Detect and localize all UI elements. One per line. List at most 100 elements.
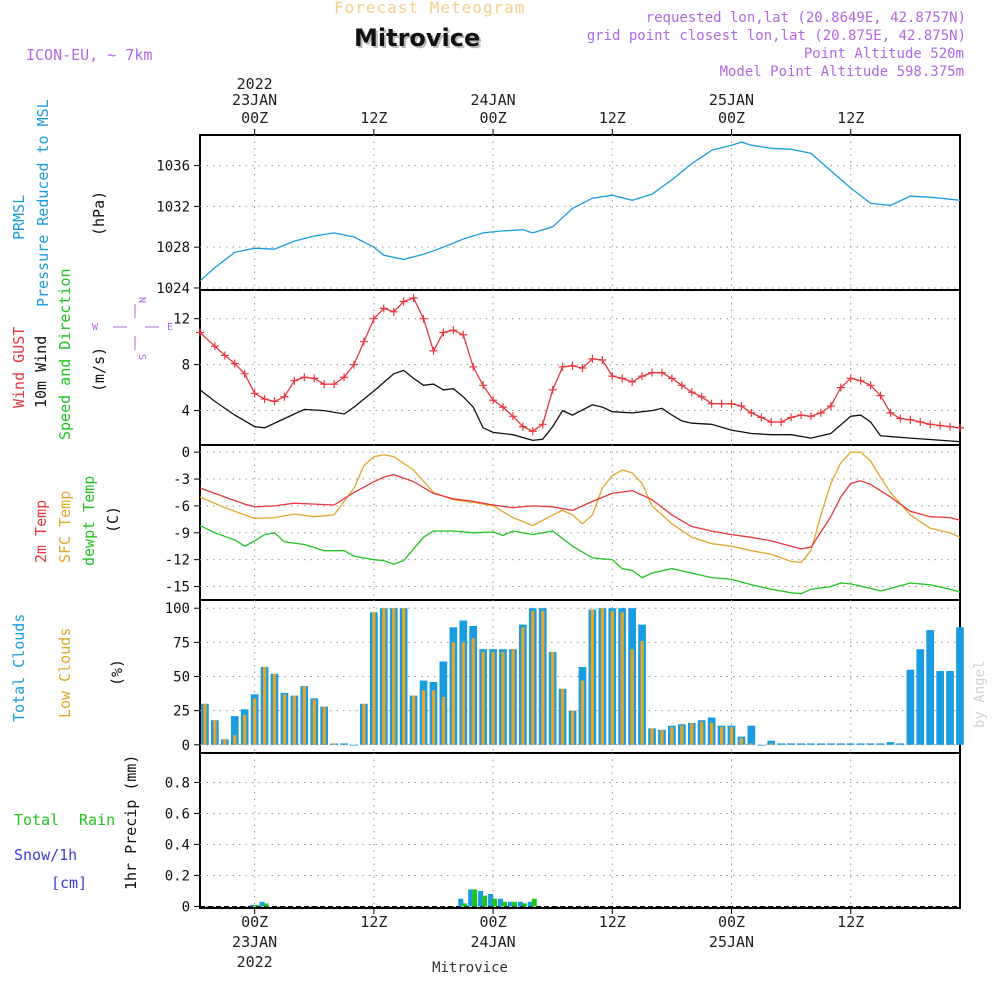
- precip-rain-bar: [521, 903, 527, 907]
- low-cloud-bar: [322, 706, 326, 745]
- y-tick-label: 0.2: [165, 868, 190, 884]
- gust-marker: [598, 356, 607, 365]
- gust-marker: [896, 414, 905, 423]
- total-cloud-bar: [787, 743, 795, 745]
- gust-marker: [578, 364, 587, 373]
- y-tick-label: 4: [182, 404, 190, 420]
- total-cloud-bar: [886, 742, 895, 745]
- total-cloud-bar: [817, 743, 825, 745]
- gust-marker: [518, 422, 527, 431]
- y-tick-label: 100: [165, 601, 190, 617]
- gust-marker: [677, 381, 686, 390]
- requested-coords: requested lon,lat (20.8649E, 42.8757N): [645, 10, 966, 26]
- gust-marker: [767, 418, 776, 427]
- gust-marker: [330, 380, 339, 389]
- low-cloud-bar: [720, 727, 724, 745]
- compass-icon: W E N S: [92, 297, 173, 360]
- low-cloud-bar: [620, 612, 624, 745]
- low-cloud-bar: [223, 739, 227, 745]
- bottom-axis-tick-label: 00Z: [241, 913, 268, 931]
- gust-marker: [846, 374, 855, 383]
- total-cloud-bar: [767, 740, 776, 745]
- t2m-label: 2m Temp: [32, 500, 50, 563]
- gust-marker: [548, 385, 557, 394]
- total-cloud-bar: [846, 743, 855, 745]
- gust-marker: [389, 307, 398, 316]
- gust-marker: [936, 421, 945, 430]
- gust-marker: [906, 415, 915, 424]
- y-tick-label: 1024: [156, 281, 190, 297]
- prmsl-line: [199, 141, 961, 282]
- gust-marker: [369, 314, 378, 323]
- gust-marker: [260, 395, 269, 404]
- gust-marker: [340, 373, 349, 382]
- location-title: Mitrovice: [354, 24, 481, 52]
- compass-n: N: [136, 297, 147, 303]
- top-axis-date-label: 24JAN: [470, 91, 515, 109]
- panel-frame: [199, 444, 961, 601]
- precip-rain-bar: [253, 904, 259, 907]
- low-cloud-bar: [600, 608, 604, 745]
- low-cloud-bar: [481, 651, 485, 745]
- low-cloud-bar: [332, 743, 336, 745]
- bottom-axis-date-label: 24JAN: [470, 933, 515, 951]
- y-tick-label: 8: [182, 358, 190, 374]
- y-tick-label: 1032: [156, 199, 190, 215]
- total-cloud-bar: [926, 630, 934, 745]
- low-cloud-bar: [392, 608, 396, 745]
- top-axis-tick-label: 12Z: [837, 109, 864, 127]
- low-cloud-bar: [431, 690, 436, 745]
- gust-marker: [250, 389, 259, 398]
- gust-marker: [489, 396, 498, 405]
- top-axis-tick-label: 12Z: [360, 109, 387, 127]
- gust-marker: [717, 399, 726, 408]
- low-cloud-bar: [521, 627, 525, 745]
- low-cloud-bar: [541, 610, 545, 745]
- low-cloud-bar: [749, 743, 753, 745]
- precip-rain-bar: [263, 903, 269, 907]
- gust-marker: [707, 399, 716, 408]
- bottom-axis-tick-label: 12Z: [837, 913, 864, 931]
- gust-marker: [399, 297, 408, 306]
- top-axis-date-label: 25JAN: [709, 91, 754, 109]
- y-tick-label: 0: [182, 899, 190, 915]
- precip-rain-bar: [462, 903, 468, 907]
- gust-marker: [836, 383, 845, 392]
- total-cloud-bar: [797, 743, 805, 745]
- bottom-axis-date-label: 23JAN: [232, 933, 277, 951]
- total-cloud-bar: [827, 743, 835, 745]
- gust-marker: [558, 362, 567, 371]
- total-cloud-bar: [946, 671, 954, 745]
- low-cloud-bar: [461, 642, 465, 745]
- gust-marker: [568, 361, 577, 370]
- precip-rain-bar: [492, 898, 498, 907]
- low-cloud-bar: [501, 651, 505, 745]
- y-tick-label: -9: [173, 526, 190, 542]
- prmsl-label: PRMSL: [10, 195, 28, 240]
- precip-total-bar: [488, 894, 494, 907]
- total-cloud-bar: [230, 716, 239, 745]
- precip-snow-label: Snow/1h: [14, 846, 77, 864]
- gust-marker: [349, 360, 358, 369]
- gust-marker: [618, 374, 627, 383]
- y-tick-label: -15: [165, 580, 190, 596]
- low-cloud-bar: [302, 686, 306, 745]
- low-cloud-bar: [292, 695, 296, 745]
- total-cloud-label: Total Clouds: [10, 614, 28, 722]
- prmsl-unit: (hPa): [90, 191, 108, 236]
- precip-total-bar: [498, 898, 503, 907]
- gust-marker: [499, 403, 508, 412]
- precip-rain-bar: [531, 898, 537, 907]
- gust-marker: [866, 381, 875, 390]
- low-cloud-bar: [243, 714, 247, 745]
- total-cloud-bar: [896, 743, 905, 745]
- total-cloud-bar: [956, 627, 964, 745]
- y-tick-label: -12: [165, 553, 190, 569]
- top-axis-date-label: 23JAN: [232, 91, 277, 109]
- gust-marker: [727, 399, 736, 408]
- low-cloud-bar: [412, 695, 416, 745]
- precip-rain-bar: [502, 901, 507, 907]
- y-tick-label: 25: [173, 704, 190, 720]
- low-cloud-bar: [362, 703, 366, 745]
- total-cloud-bar: [916, 649, 925, 745]
